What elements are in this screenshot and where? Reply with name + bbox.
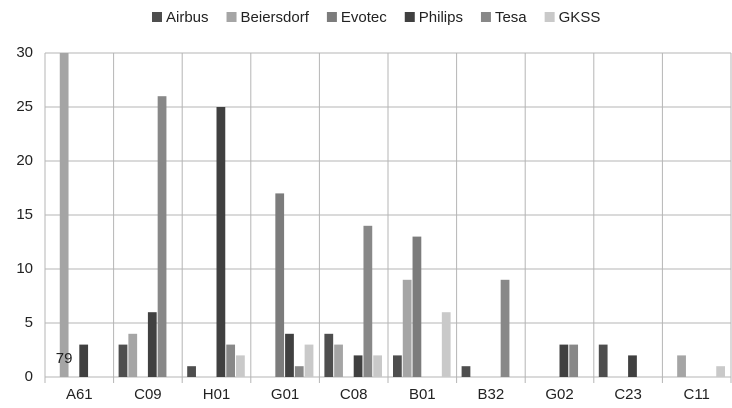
legend-label: Airbus [166, 9, 209, 26]
x-tick-label: C09 [134, 386, 162, 403]
bar [285, 333, 294, 377]
bar [412, 236, 422, 377]
x-tick-label: C11 [683, 386, 709, 403]
legend-label: Tesa [495, 9, 527, 26]
y-tick-label: 30 [16, 44, 33, 61]
bar [226, 344, 236, 377]
bar [128, 333, 138, 377]
bar [236, 355, 245, 377]
bar [461, 366, 471, 377]
y-tick-label: 20 [16, 152, 33, 169]
legend: Airbus Beiersdorf Evotec Philips Tesa GKSS [152, 9, 600, 26]
legend-label: Philips [419, 9, 463, 26]
legend-swatch [326, 12, 337, 22]
legend-swatch [544, 12, 555, 22]
bar [716, 366, 725, 377]
legend-swatch [404, 12, 415, 22]
bar [559, 344, 569, 377]
bar [216, 107, 226, 377]
legend-label: Beiersdorf [241, 9, 310, 26]
bar [393, 355, 402, 377]
x-tick-label: C08 [340, 386, 368, 403]
bar [441, 312, 451, 377]
legend-label: Evotec [341, 9, 387, 26]
bar [324, 333, 334, 377]
bar [677, 355, 686, 377]
y-tick-label: 0 [25, 368, 33, 385]
bar [304, 344, 314, 377]
y-tick-label: 10 [16, 260, 33, 277]
bar [334, 344, 343, 377]
y-tick-label: 25 [16, 98, 33, 115]
x-tick-label: B01 [409, 386, 436, 403]
y-tick-label: 15 [16, 206, 33, 223]
bar [353, 355, 363, 377]
legend-swatch [152, 12, 162, 22]
bar [500, 279, 510, 377]
x-tick-label: A61 [66, 386, 93, 403]
bar [118, 344, 128, 377]
bar [363, 225, 373, 377]
bars [59, 53, 725, 377]
bar [147, 312, 157, 377]
legend-label: GKSS [559, 9, 601, 26]
x-tick-label: G01 [271, 386, 299, 403]
bar [187, 366, 196, 377]
y-tick-label: 5 [25, 314, 33, 331]
x-tick-label: G02 [545, 386, 573, 403]
bar [569, 344, 579, 377]
data-label: 79 [56, 350, 73, 367]
bar [373, 355, 382, 377]
bar [294, 366, 304, 377]
bar [628, 355, 637, 377]
x-tick-label: C23 [614, 386, 642, 403]
x-tick-label: B32 [478, 386, 505, 403]
bar [598, 344, 608, 377]
labels: 0 5 10 15 20 25 30 A61 79 C09 H01 G01 C08 B01 B32 G02 C2… [16, 44, 710, 403]
bar [59, 53, 69, 377]
bar [402, 279, 412, 377]
bar [157, 96, 167, 377]
bar [79, 344, 89, 377]
x-tick-label: H01 [203, 386, 231, 403]
bar [275, 193, 285, 377]
legend-swatch [226, 12, 237, 22]
legend-swatch [480, 12, 491, 22]
